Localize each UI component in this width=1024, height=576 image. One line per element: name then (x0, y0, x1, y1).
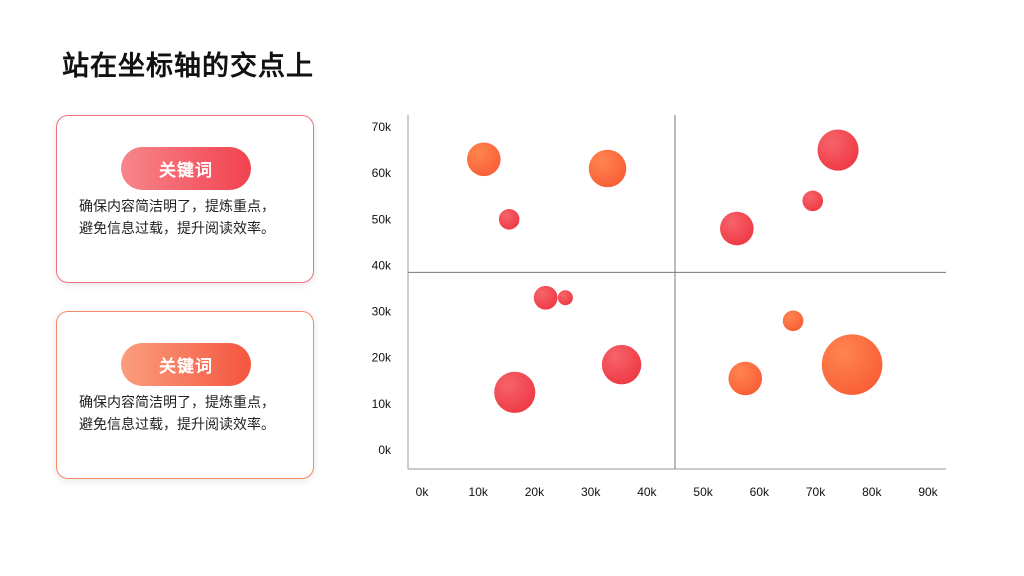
y-tick-label: 70k (372, 120, 392, 134)
bubble-point (728, 361, 763, 396)
bubble-point (817, 129, 859, 171)
x-tick-label: 60k (750, 485, 770, 499)
card-text-line: 确保内容简洁明了，提炼重点， (79, 395, 275, 411)
x-tick-label: 0k (416, 485, 430, 499)
keyword-badge: 关键词 (121, 343, 251, 386)
card-text-line: 避免信息过载，提升阅读效率。 (79, 221, 275, 237)
card-text-line: 确保内容简洁明了，提炼重点， (79, 199, 275, 215)
x-tick-label: 40k (637, 485, 657, 499)
card-description: 确保内容简洁明了，提炼重点， 避免信息过载，提升阅读效率。 (79, 392, 305, 436)
x-tick-label: 70k (806, 485, 826, 499)
bubble-point (782, 310, 804, 332)
bubble-point (821, 334, 883, 395)
x-tick-label: 20k (525, 485, 545, 499)
x-tick-label: 80k (862, 485, 882, 499)
bubble-point (494, 371, 536, 413)
bubble-point (720, 211, 754, 246)
bubble-point (601, 344, 642, 385)
x-tick-label: 50k (693, 485, 713, 499)
y-tick-label: 30k (372, 305, 392, 319)
card-description: 确保内容简洁明了，提炼重点， 避免信息过载，提升阅读效率。 (79, 196, 305, 240)
x-tick-label: 30k (581, 485, 601, 499)
keyword-card-2: 关键词 确保内容简洁明了，提炼重点， 避免信息过载，提升阅读效率。 (56, 311, 314, 479)
page-title: 站在坐标轴的交点上 (62, 51, 314, 82)
y-tick-label: 60k (372, 166, 392, 180)
bubble-point (498, 208, 520, 230)
y-tick-label: 0k (378, 443, 392, 457)
x-tick-label: 10k (469, 485, 489, 499)
keyword-badge: 关键词 (121, 147, 251, 190)
card-text-line: 避免信息过载，提升阅读效率。 (79, 417, 275, 433)
x-tick-label: 90k (918, 485, 938, 499)
bubble-point (802, 190, 824, 212)
keyword-card-1: 关键词 确保内容简洁明了，提炼重点， 避免信息过载，提升阅读效率。 (56, 115, 314, 283)
bubble-point (467, 142, 501, 177)
bubble-point (588, 149, 627, 188)
bubble-point (533, 285, 558, 310)
y-tick-label: 10k (372, 397, 392, 411)
y-tick-label: 50k (372, 212, 392, 226)
y-tick-label: 20k (372, 351, 392, 365)
bubble-point (557, 290, 573, 306)
y-tick-label: 40k (372, 258, 392, 272)
